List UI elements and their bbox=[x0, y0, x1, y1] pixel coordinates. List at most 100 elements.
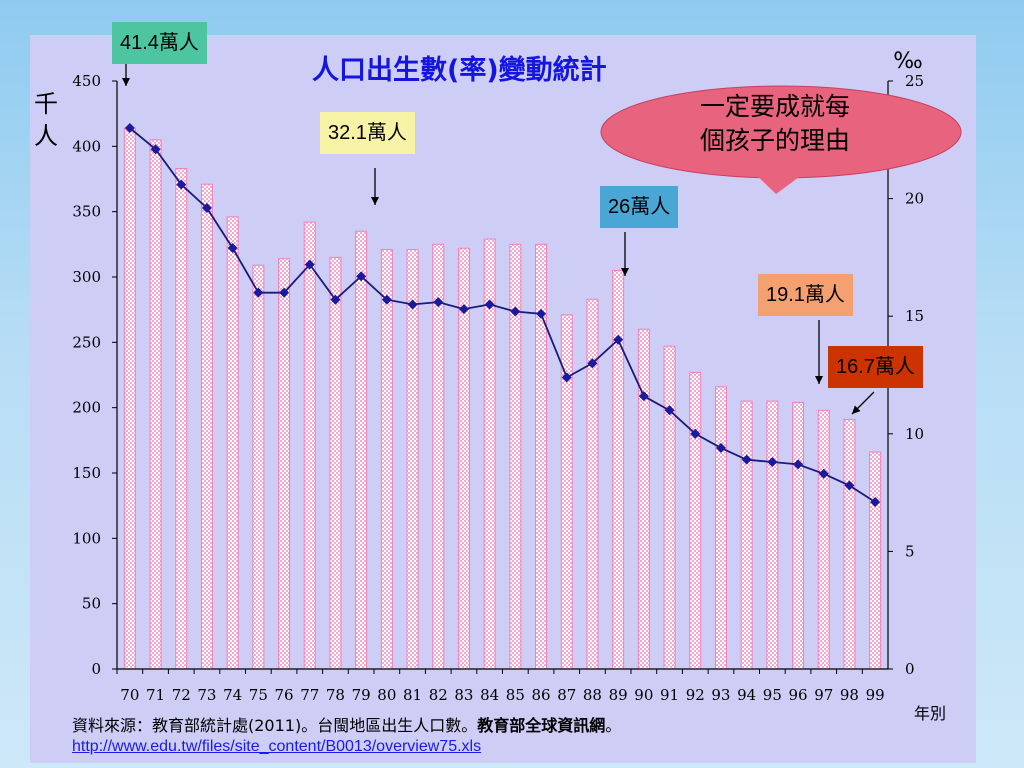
callout-260: 26萬人 bbox=[600, 186, 679, 228]
x-tick-label: 79 bbox=[352, 686, 371, 704]
bar-72 bbox=[175, 168, 188, 670]
left-tick-label: 450 bbox=[72, 72, 101, 90]
x-tick-label: 78 bbox=[326, 686, 345, 704]
rate-marker-84 bbox=[484, 299, 495, 310]
rate-marker-81 bbox=[407, 299, 418, 310]
x-tick-label: 74 bbox=[223, 686, 242, 704]
x-tick-label: 77 bbox=[300, 686, 319, 704]
left-tick-label: 400 bbox=[72, 137, 101, 155]
x-tick-label: 76 bbox=[275, 686, 294, 704]
callout-321: 32.1萬人 bbox=[320, 112, 415, 154]
rate-marker-88 bbox=[587, 358, 598, 369]
bar-96 bbox=[792, 401, 805, 670]
rate-marker-99 bbox=[870, 497, 881, 508]
bubble-line-1: 一定要成就每 bbox=[699, 92, 850, 121]
left-tick-label: 150 bbox=[72, 464, 101, 482]
source-prefix: 資料來源：教育部統計處(2011)。台閩地區出生人口數。 bbox=[72, 716, 478, 735]
x-tick-label: 71 bbox=[146, 686, 165, 704]
right-tick-label: 15 bbox=[905, 307, 924, 325]
bar-93 bbox=[714, 386, 727, 670]
bar-74 bbox=[226, 216, 239, 670]
x-tick-label: 90 bbox=[634, 686, 653, 704]
bar-98 bbox=[843, 418, 856, 670]
left-tick-label: 100 bbox=[72, 529, 101, 547]
bar-99 bbox=[869, 451, 882, 670]
x-tick-label: 70 bbox=[120, 686, 139, 704]
rate-marker-76 bbox=[279, 287, 290, 298]
x-tick-label: 82 bbox=[429, 686, 448, 704]
right-axis-title: ‰ bbox=[893, 49, 923, 74]
x-tick-label: 81 bbox=[403, 686, 422, 704]
source-link[interactable]: http://www.edu.tw/files/site_content/B00… bbox=[72, 738, 482, 755]
rate-marker-95 bbox=[767, 457, 778, 468]
x-tick-label: 93 bbox=[711, 686, 730, 704]
bubble-text: 一定要成就每 個孩子的理由 bbox=[660, 90, 890, 158]
arrow-414-head bbox=[122, 78, 130, 86]
left-tick-label: 300 bbox=[72, 268, 101, 286]
right-tick-label: 5 bbox=[905, 542, 915, 560]
bar-73 bbox=[200, 183, 213, 670]
rate-marker-70 bbox=[124, 123, 135, 134]
chart-title: 人口出生數(率)變動統計 bbox=[312, 55, 607, 86]
arrow-191-head bbox=[815, 376, 823, 384]
rate-marker-94 bbox=[741, 454, 752, 465]
rate-marker-80 bbox=[381, 294, 392, 305]
rate-marker-72 bbox=[176, 179, 187, 190]
left-tick-label: 200 bbox=[72, 399, 101, 417]
rate-marker-98 bbox=[844, 480, 855, 491]
source-note: 資料來源：教育部統計處(2011)。台閩地區出生人口數。教育部全球資訊網。 bbox=[72, 712, 621, 736]
callout-167: 16.7萬人 bbox=[828, 346, 923, 388]
x-tick-label: 87 bbox=[557, 686, 576, 704]
bar-88 bbox=[586, 298, 599, 670]
source-suffix: 。 bbox=[605, 716, 622, 735]
x-tick-label: 86 bbox=[532, 686, 551, 704]
arrow-321-head bbox=[371, 197, 379, 205]
bar-71 bbox=[149, 139, 162, 670]
rate-marker-78 bbox=[330, 294, 341, 305]
x-tick-label: 72 bbox=[172, 686, 191, 704]
bar-86 bbox=[535, 243, 548, 670]
left-tick-label: 0 bbox=[91, 660, 101, 678]
bar-75 bbox=[252, 264, 265, 670]
rate-marker-89 bbox=[613, 334, 624, 345]
x-tick-label: 75 bbox=[249, 686, 268, 704]
x-tick-label: 98 bbox=[840, 686, 859, 704]
bar-91 bbox=[663, 345, 676, 670]
rate-marker-91 bbox=[664, 405, 675, 416]
bar-76 bbox=[278, 258, 291, 670]
rate-marker-93 bbox=[715, 442, 726, 453]
callout-414: 41.4萬人 bbox=[112, 22, 207, 64]
x-tick-label: 96 bbox=[789, 686, 808, 704]
x-tick-label: 84 bbox=[480, 686, 499, 704]
right-tick-label: 0 bbox=[905, 660, 915, 678]
left-axis-title: 人 bbox=[34, 122, 58, 150]
bar-77 bbox=[303, 221, 316, 670]
source-bold: 教育部全球資訊網 bbox=[477, 716, 606, 735]
bar-80 bbox=[380, 249, 393, 670]
bar-70 bbox=[123, 127, 136, 670]
rate-marker-96 bbox=[793, 459, 804, 470]
x-axis-title: 年別 bbox=[914, 704, 946, 723]
bar-97 bbox=[817, 409, 830, 670]
left-tick-label: 350 bbox=[72, 203, 101, 221]
rate-marker-90 bbox=[638, 391, 649, 402]
x-tick-label: 94 bbox=[737, 686, 756, 704]
rate-marker-86 bbox=[536, 308, 547, 319]
rate-marker-85 bbox=[510, 306, 521, 317]
x-tick-label: 85 bbox=[506, 686, 525, 704]
bar-82 bbox=[432, 243, 445, 670]
x-tick-label: 83 bbox=[454, 686, 473, 704]
bar-94 bbox=[740, 400, 753, 670]
rate-marker-97 bbox=[818, 468, 829, 479]
x-tick-label: 73 bbox=[197, 686, 216, 704]
rate-marker-77 bbox=[304, 259, 315, 270]
x-tick-label: 88 bbox=[583, 686, 602, 704]
bar-95 bbox=[766, 400, 779, 670]
x-tick-label: 92 bbox=[686, 686, 705, 704]
arrow-167-head bbox=[852, 405, 861, 414]
callout-191: 19.1萬人 bbox=[758, 274, 853, 316]
rate-marker-71 bbox=[150, 144, 161, 155]
rate-marker-92 bbox=[690, 428, 701, 439]
x-tick-label: 99 bbox=[866, 686, 885, 704]
x-tick-label: 95 bbox=[763, 686, 782, 704]
